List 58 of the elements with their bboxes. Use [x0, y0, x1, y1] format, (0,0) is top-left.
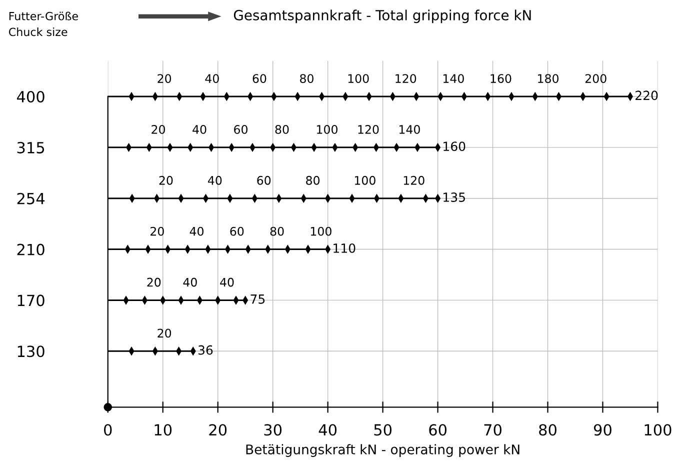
- y-tick-label: 254: [17, 192, 45, 204]
- annotation: 40: [190, 226, 204, 236]
- annotation: 60: [252, 74, 266, 83]
- chart-title: Gesamtspannkraft - Total gripping force kN: [234, 10, 531, 24]
- y-tick-label: 170: [18, 294, 44, 306]
- annotation: 40: [220, 278, 234, 287]
- annotation: 100: [354, 176, 376, 185]
- annotation: 220: [636, 90, 658, 100]
- x-tick-label: 20: [209, 424, 227, 436]
- annotation: 120: [396, 74, 416, 83]
- annotation: 20: [147, 278, 161, 287]
- x-tick-label: 80: [539, 424, 556, 436]
- x-tick-label: 30: [264, 424, 282, 436]
- annotation: 120: [358, 125, 379, 134]
- annotation: 40: [208, 176, 222, 185]
- annotation: 200: [585, 74, 606, 83]
- y-tick-label: 315: [17, 142, 44, 154]
- annotation: 40: [192, 125, 206, 134]
- x-axis-title: Betätigungskraft kN - operating power kN: [246, 444, 520, 457]
- annotation: 120: [404, 176, 424, 185]
- annotation: 20: [159, 176, 173, 185]
- annotation: 135: [444, 192, 465, 202]
- annotation: 60: [234, 125, 248, 134]
- annotation: 75: [250, 294, 265, 304]
- annotation: 80: [270, 226, 284, 236]
- x-tick-label: 90: [594, 424, 612, 436]
- annotation: 100: [310, 226, 332, 236]
- x-tick-label: 0: [104, 424, 112, 436]
- x-tick-label: 100: [644, 424, 672, 436]
- x-tick-label: 40: [318, 424, 337, 436]
- annotation: 20: [158, 328, 172, 338]
- annotation: 60: [230, 226, 244, 236]
- annotation: 100: [317, 125, 338, 134]
- annotation: 40: [205, 74, 219, 83]
- x-tick-label: 10: [154, 424, 172, 436]
- x-tick-label: 70: [484, 424, 502, 436]
- annotation: 100: [348, 74, 369, 83]
- annotation: 80: [300, 74, 314, 83]
- annotation: 180: [538, 74, 559, 83]
- annotation: 80: [275, 125, 289, 134]
- x-tick-label: 50: [374, 424, 392, 436]
- annotation: 110: [334, 243, 356, 253]
- y-axis-title: Futter-Größe Chuck size: [8, 12, 78, 36]
- y-tick-label: 130: [18, 346, 44, 358]
- annotation: 20: [158, 74, 172, 83]
- annotation: 40: [183, 278, 197, 287]
- annotation: 140: [399, 125, 420, 134]
- annotation: 36: [198, 345, 213, 355]
- y-tick-label: 210: [17, 244, 44, 256]
- annotation: 80: [306, 176, 320, 185]
- annotation: 160: [490, 74, 512, 83]
- x-tick-label: 60: [429, 424, 446, 436]
- annotation: 140: [443, 74, 464, 83]
- y-tick-label: 400: [16, 90, 44, 103]
- annotation: 60: [257, 176, 271, 185]
- annotation: 160: [444, 142, 466, 152]
- annotation: 20: [150, 226, 164, 236]
- annotation: 20: [152, 125, 166, 134]
